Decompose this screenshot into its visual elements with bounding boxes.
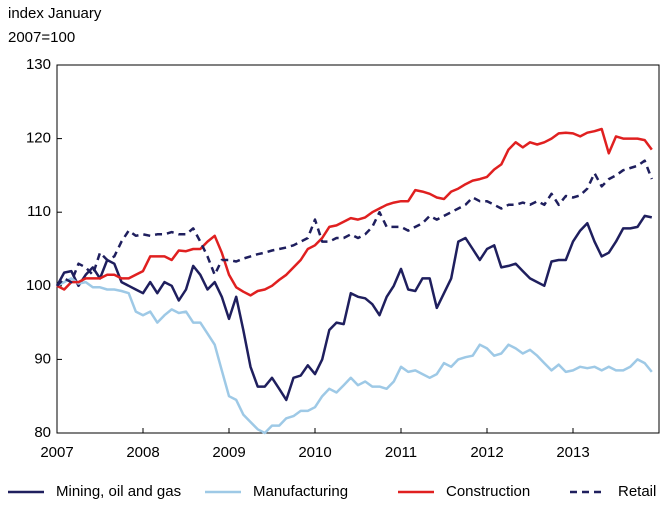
y-tick-label: 130	[26, 56, 51, 73]
y-axis-label: 2007=100	[8, 29, 75, 46]
y-tick-label: 90	[34, 350, 51, 367]
y-axis-label: index January	[8, 5, 102, 22]
x-tick-label: 2011	[385, 444, 417, 461]
x-tick-label: 2010	[298, 444, 331, 461]
x-tick-label: 2008	[126, 444, 159, 461]
legend-label: Construction	[446, 483, 530, 500]
y-tick-label: 110	[27, 203, 51, 220]
y-tick-label: 120	[26, 130, 51, 147]
x-tick-label: 2007	[40, 444, 73, 461]
series-line	[56, 159, 653, 287]
plot-frame	[56, 64, 660, 434]
x-tick-label: 2013	[556, 444, 589, 461]
y-tick-label: 100	[26, 277, 51, 294]
legend-label: Manufacturing	[253, 483, 348, 500]
series-line	[55, 214, 653, 402]
series-line	[56, 127, 653, 297]
y-tick-label: 80	[34, 424, 51, 441]
x-tick-label: 2009	[212, 444, 245, 461]
legend-label: Mining, oil and gas	[56, 483, 181, 500]
legend-label: Retail	[618, 483, 656, 500]
series-line	[56, 277, 653, 435]
x-tick-label: 2012	[470, 444, 503, 461]
